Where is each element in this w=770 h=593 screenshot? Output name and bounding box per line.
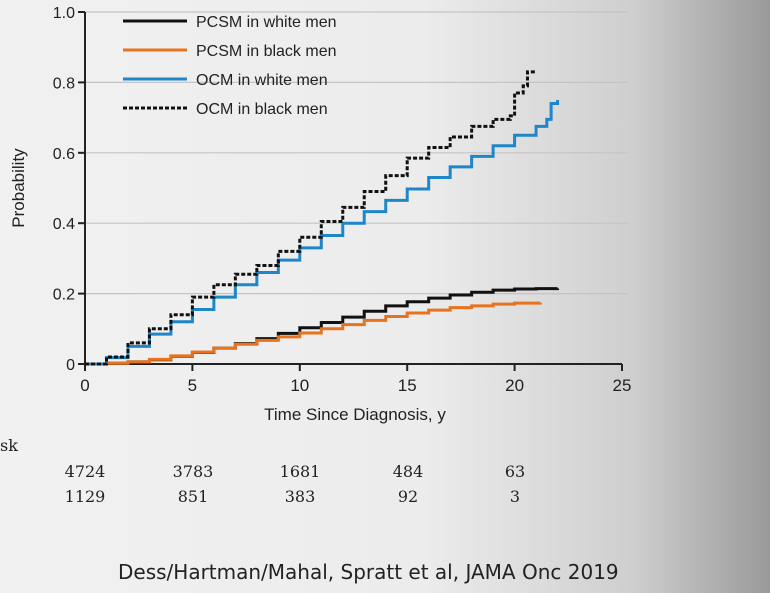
legend-label-1: PCSM in black men — [196, 43, 337, 60]
axes — [84, 12, 622, 365]
x-tick-label-0: 0 — [80, 376, 89, 395]
y-tick-label-4: 0.8 — [53, 75, 75, 92]
x-tick-label-3: 15 — [398, 376, 417, 395]
x-tick-label-2: 10 — [290, 376, 309, 395]
series-line-1 — [85, 301, 542, 366]
x-tick-label-5: 25 — [613, 376, 632, 395]
kaplan-meier-chart: 0 5 10 15 20 25 0 0.2 0.4 0.6 0.8 1.0 PCSM in whit… — [9, 5, 631, 424]
series-lines — [85, 70, 560, 366]
x-axis-label: Time Since Diagnosis, y — [264, 405, 446, 424]
number-at-risk-table: sk 4724 3783 1681 484 63 1129 851 383 92 3 — [0, 436, 620, 516]
x-tick-label-1: 5 — [188, 376, 197, 395]
y-tick-label-2: 0.4 — [53, 216, 75, 233]
y-tick-label-3: 0.6 — [53, 146, 75, 163]
risk-cell: 851 — [177, 487, 209, 506]
legend-label-0: PCSM in white men — [196, 14, 337, 31]
x-ticks: 0 5 10 15 20 25 — [80, 364, 631, 395]
risk-cell: 383 — [284, 487, 316, 506]
gridlines — [85, 11, 628, 295]
y-tick-label-1: 0.2 — [53, 287, 75, 304]
legend-label-3: OCM in black men — [196, 101, 328, 118]
y-tick-label-0: 0 — [66, 357, 75, 374]
y-tick-label-5: 1.0 — [53, 5, 75, 22]
y-axis-label: Probability — [9, 148, 28, 228]
risk-cell: 4724 — [64, 462, 106, 481]
risk-cell: 3783 — [172, 462, 214, 481]
risk-cell: 3 — [509, 487, 521, 506]
citation: Dess/Hartman/Mahal, Spratt et al, JAMA O… — [118, 560, 619, 584]
y-ticks: 0 0.2 0.4 0.6 0.8 1.0 — [53, 5, 85, 374]
legend: PCSM in white men PCSM in black men OCM in… — [123, 14, 337, 118]
legend-label-2: OCM in white men — [196, 72, 328, 89]
risk-cell: 63 — [504, 462, 526, 481]
series-line-3 — [85, 70, 537, 366]
risk-cell: 92 — [397, 487, 419, 506]
risk-table-label: sk — [0, 436, 18, 455]
series-line-0 — [85, 287, 560, 366]
risk-cell: 1681 — [279, 462, 321, 481]
risk-cell: 484 — [392, 462, 424, 481]
x-tick-label-4: 20 — [505, 376, 524, 395]
risk-cell: 1129 — [64, 487, 106, 506]
